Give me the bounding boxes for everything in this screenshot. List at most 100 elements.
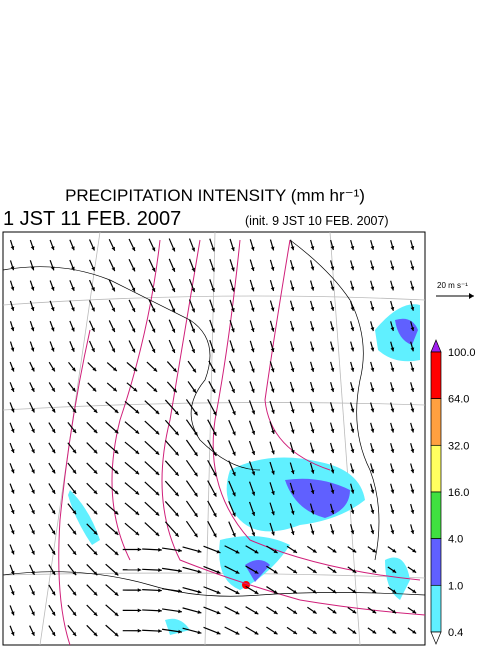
wind-arrow-head	[10, 550, 15, 555]
wind-arrow-head	[410, 530, 415, 535]
wind-arrow-head	[158, 568, 162, 573]
wind-arrow-head	[151, 287, 156, 292]
coastline	[2, 266, 261, 471]
wind-arrow-head	[72, 449, 77, 454]
wind-arrow-head	[350, 367, 355, 372]
wind-arrow-head	[135, 531, 140, 536]
wind-arrow-head	[254, 610, 259, 615]
wind-arrow-head	[191, 247, 196, 252]
wind-arrow-head	[193, 472, 198, 477]
wind-arrow-head	[193, 431, 198, 436]
wind-arrow-head	[216, 570, 221, 574]
wind-arrow-head	[216, 630, 221, 635]
wind-arrow-head	[114, 591, 119, 596]
wind-arrow-head	[312, 589, 317, 594]
wind-arrow-head	[235, 590, 240, 594]
wind-arrow-head	[171, 267, 176, 272]
wind-arrow-head	[310, 327, 315, 332]
wind-arrow-head	[91, 327, 95, 332]
wind-arrow-head	[370, 266, 375, 271]
wind-arrow-head	[412, 569, 417, 573]
wind-arrow-head	[370, 469, 375, 474]
wind-arrow-head	[310, 286, 315, 291]
wind-arrow-head	[332, 609, 337, 614]
wind-arrow-head	[193, 452, 198, 456]
wind-arrow-head	[271, 531, 275, 536]
wind-arrow-head	[250, 246, 255, 251]
wind-arrow-head	[93, 611, 98, 616]
wind-arrow-head	[390, 408, 395, 413]
wind-arrow-head	[72, 429, 77, 434]
wind-arrow-head	[50, 327, 55, 332]
wind-arrow-head	[178, 609, 182, 614]
wind-arrow-head	[135, 450, 140, 454]
wind-arrow-head	[292, 549, 297, 553]
wind-arrow-head	[171, 288, 176, 293]
wind-arrow-head	[71, 266, 75, 271]
wind-arrow-head	[390, 286, 395, 291]
wind-arrow-head	[232, 492, 236, 497]
wind-arrow-head	[212, 431, 217, 436]
wind-arrow-head	[312, 569, 317, 573]
wind-arrow-head	[370, 509, 375, 514]
wind-arrow-head	[273, 569, 278, 574]
wind-arrow-head	[254, 630, 259, 635]
wind-arrow-head	[171, 328, 176, 333]
wind-arrow-head	[270, 368, 275, 373]
wind-arrow-head	[10, 449, 15, 453]
wind-arrow-head	[312, 630, 317, 634]
wind-arrow-head	[392, 548, 397, 553]
wind-arrow-head	[254, 549, 259, 554]
wind-arrow-head	[135, 470, 140, 475]
wind-arrow-head	[93, 551, 98, 555]
wind-arrow-head	[174, 532, 179, 537]
wind-arrow-head	[390, 530, 395, 535]
wind-arrow-head	[51, 387, 55, 392]
wind-arrow-head	[350, 266, 355, 271]
wind-arrow-head	[390, 347, 395, 352]
wind-arrow-head	[310, 510, 315, 515]
wind-arrow-head	[211, 308, 215, 313]
wind-arrow-head	[174, 471, 179, 476]
wind-arrow-head	[370, 448, 375, 453]
wind-arrow-head	[216, 610, 221, 615]
wind-arrow-head	[30, 286, 35, 291]
colorbar-label: 64.0	[448, 394, 469, 406]
wind-arrow-head	[114, 632, 119, 637]
wind-arrow-head	[273, 590, 278, 594]
wind-arrow-head	[10, 631, 15, 636]
wind-arrow-head	[352, 630, 357, 634]
wind-arrow-head	[197, 569, 202, 574]
contour	[58, 329, 91, 646]
wind-arrow-head	[191, 308, 196, 313]
wind-arrow-head	[158, 629, 162, 633]
wind-arrow-head	[310, 266, 315, 271]
wind-arrow-head	[310, 469, 315, 474]
wind-arrow-head	[372, 569, 377, 573]
wind-arrow-head	[273, 610, 278, 614]
wind-arrow-head	[232, 431, 236, 436]
wind-arrow-head	[290, 449, 295, 454]
wind-arrow-head	[51, 489, 56, 494]
wind-arrow-head	[93, 469, 98, 474]
wind-arrow-head	[92, 367, 97, 372]
wind-arrow-head	[51, 591, 56, 596]
wind-arrow-head	[10, 387, 15, 392]
wind-arrow-head	[112, 367, 117, 372]
wind-arrow-head	[211, 328, 215, 333]
wind-arrow-head	[330, 367, 335, 372]
wind-arrow-head	[410, 469, 415, 474]
wind-arrow-head	[372, 609, 377, 614]
wind-arrow-head	[197, 549, 202, 553]
wind-arrow-head	[251, 388, 255, 393]
wind-arrow-head	[151, 328, 156, 333]
wind-arrow-head	[290, 429, 295, 434]
wind-arrow-head	[50, 286, 55, 291]
wind-arrow-head	[251, 410, 256, 415]
wind-arrow-head	[290, 246, 295, 251]
contour	[212, 239, 421, 581]
contour	[299, 599, 426, 616]
colorbar-label: 0.4	[448, 627, 463, 639]
colorbar-segment	[430, 491, 442, 540]
wind-arrow-head	[350, 428, 355, 433]
